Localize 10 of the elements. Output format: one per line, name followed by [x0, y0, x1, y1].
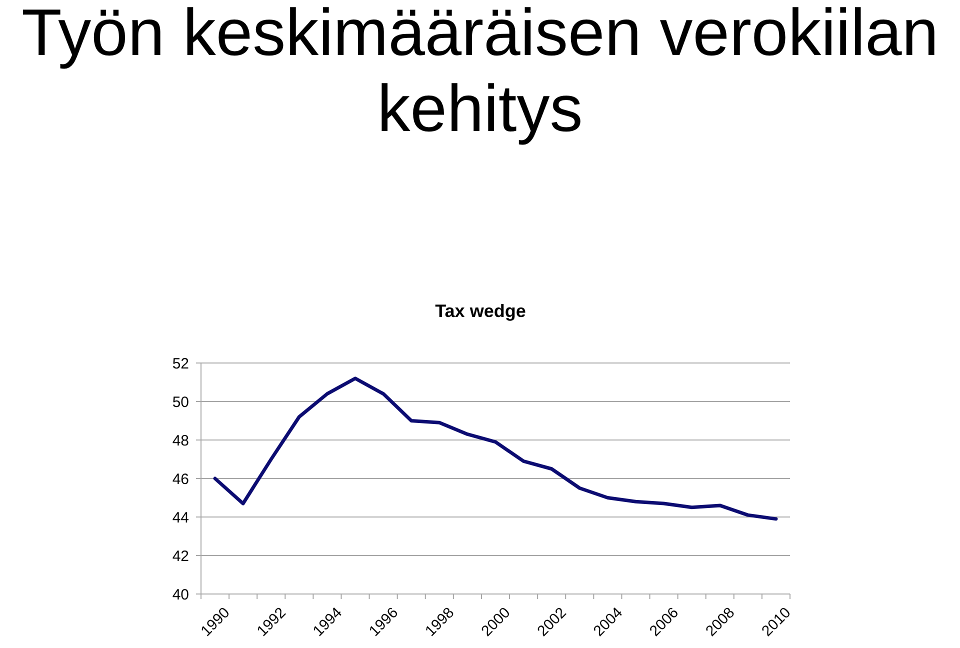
- y-tick-label: 46: [172, 470, 189, 488]
- y-tick-label: 42: [172, 548, 189, 565]
- line-series: [213, 376, 778, 521]
- y-tick-label: 44: [172, 509, 189, 526]
- y-tick-label: 40: [172, 586, 189, 604]
- chart-title: Työn keskimääräisen verokiilan kehitys: [20, 0, 940, 146]
- y-tick-label: 52: [172, 355, 189, 372]
- y-tick-label: 50: [172, 394, 189, 411]
- chart-subtitle: Tax wedge: [435, 301, 526, 321]
- y-tick-label: 48: [172, 432, 189, 450]
